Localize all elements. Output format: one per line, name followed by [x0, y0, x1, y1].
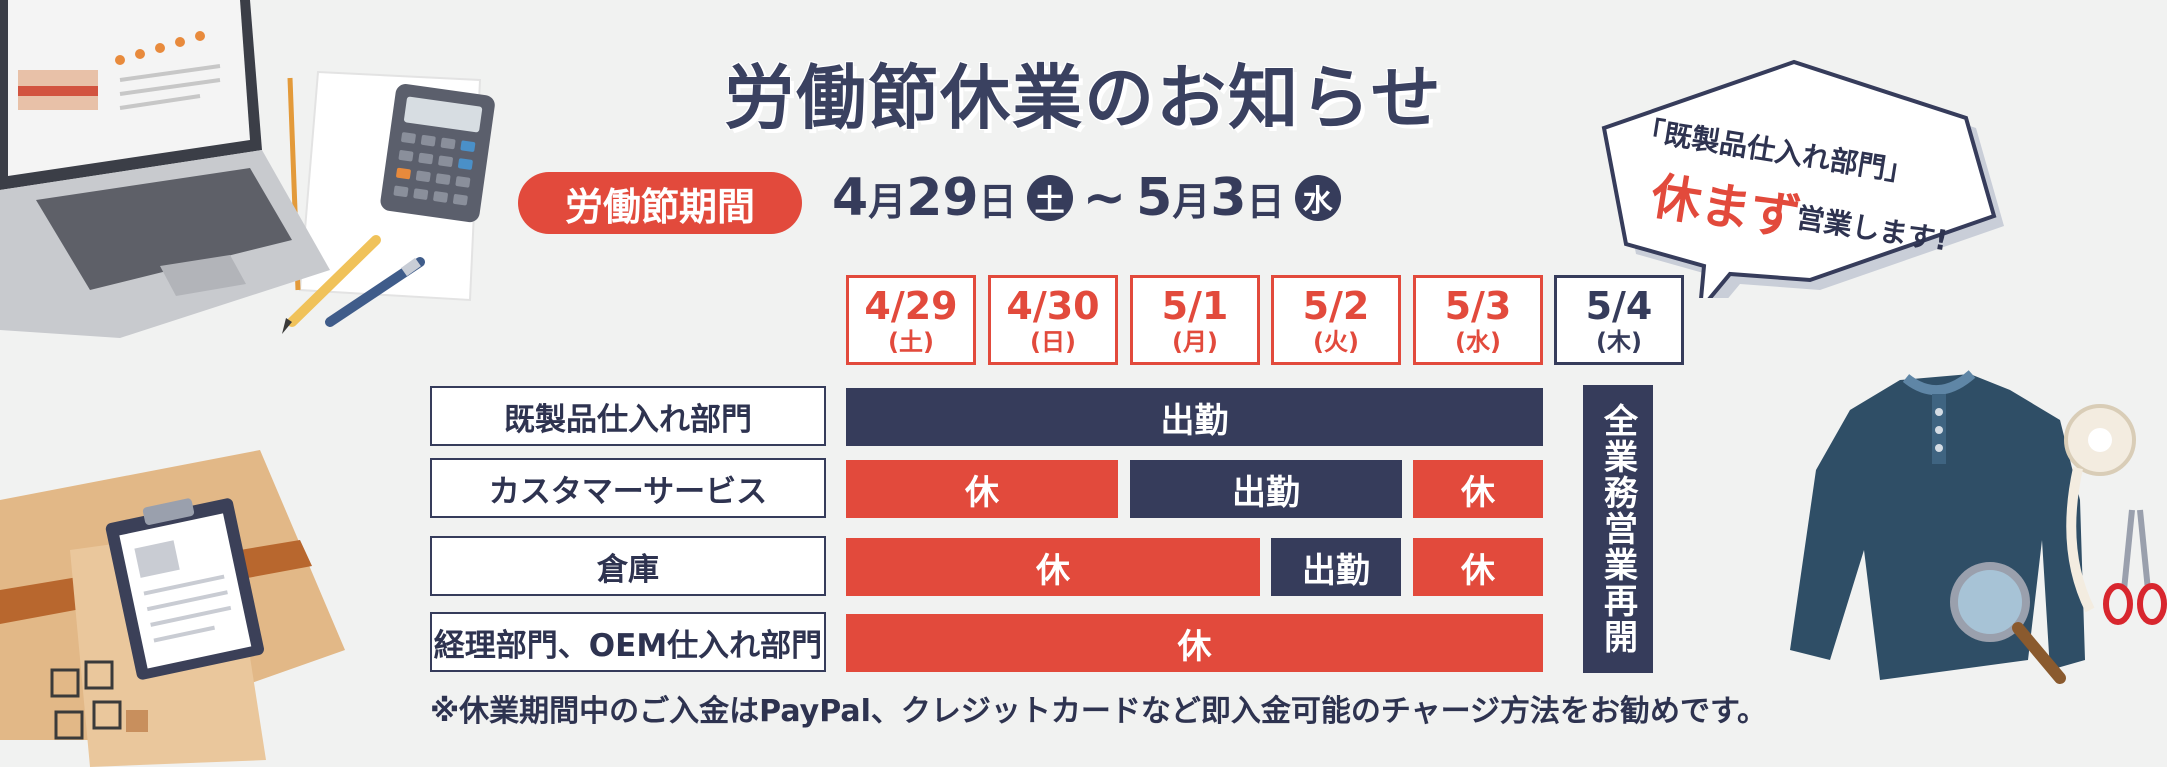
bar-customer-work: 出勤 — [1130, 460, 1402, 518]
magnifier-icon — [1950, 562, 2066, 684]
dept-customer-service: カスタマーサービス — [430, 458, 826, 518]
sweater-icon — [1790, 370, 2085, 680]
bar-warehouse-off-1: 休 — [846, 538, 1260, 596]
speech-bubble — [1601, 59, 2004, 298]
bar-customer-off-1: 休 — [846, 460, 1118, 518]
resume-all-operations: 全業務営業再開 — [1583, 385, 1653, 673]
start-weekday-badge: 土 — [1026, 175, 1073, 221]
bar-warehouse-off-2: 休 — [1413, 538, 1543, 596]
clipboard-icon — [105, 498, 264, 680]
calculator-icon — [380, 84, 495, 223]
scissors-icon — [2103, 509, 2167, 625]
payment-note: ※休業期間中のご入金はPayPal、クレジットカードなど即入金可能のチャージ方法… — [430, 694, 1768, 729]
date-box-1: 4/30 (日) — [988, 275, 1118, 365]
start-month: 4 — [832, 168, 869, 228]
package-illustration — [0, 450, 345, 767]
date-box-0: 4/29 (土) — [846, 275, 976, 365]
start-day: 29 — [906, 168, 979, 228]
bar-ready-made-work: 出勤 — [846, 388, 1543, 446]
bar-warehouse-work: 出勤 — [1271, 538, 1401, 596]
pen-icon — [325, 257, 425, 327]
dept-ready-made: 既製品仕入れ部門 — [430, 386, 826, 446]
date-box-4: 5/3 (水) — [1413, 275, 1543, 365]
date-box-2: 5/1 (月) — [1130, 275, 1260, 365]
dept-accounting-oem: 経理部門、OEM仕入れ部門 — [430, 612, 826, 672]
period-range: 4月29日 土 ~ 5月3日 水 — [832, 168, 1341, 228]
date-box-3: 5/2 (火) — [1271, 275, 1401, 365]
bar-customer-off-2: 休 — [1413, 460, 1543, 518]
end-weekday-badge: 水 — [1294, 175, 1341, 221]
end-month: 5 — [1136, 168, 1173, 228]
dept-warehouse: 倉庫 — [430, 536, 826, 596]
laptop-icon — [0, 0, 330, 338]
tape-measure-icon — [2064, 404, 2136, 613]
page-title: 労働節休業のお知らせ — [724, 57, 1443, 139]
desk-illustration — [0, 0, 495, 338]
end-day: 3 — [1210, 168, 1247, 228]
date-box-5: 5/4 (木) — [1554, 275, 1684, 365]
bar-accounting-off: 休 — [846, 614, 1543, 672]
apparel-illustration — [1790, 370, 2167, 684]
period-label: 労働節期間 — [518, 172, 802, 234]
range-tilde: ~ — [1082, 168, 1127, 228]
